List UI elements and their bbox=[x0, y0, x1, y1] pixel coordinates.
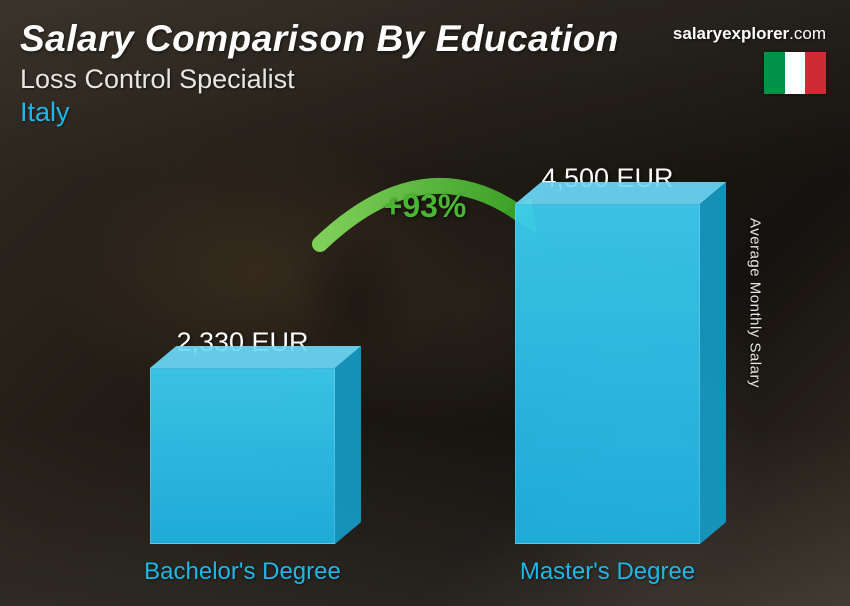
bar-group: 2,330 EUR bbox=[150, 327, 335, 544]
category-label: Master's Degree bbox=[485, 558, 730, 586]
category-labels-row: Bachelor's Degree Master's Degree bbox=[60, 558, 790, 586]
content-container: Salary Comparison By Education Loss Cont… bbox=[0, 0, 850, 606]
bar-3d bbox=[515, 204, 700, 544]
watermark-suffix: .com bbox=[789, 24, 826, 43]
watermark: salaryexplorer.com bbox=[673, 24, 826, 44]
category-label: Bachelor's Degree bbox=[120, 558, 365, 586]
bar-group: 4,500 EUR bbox=[515, 163, 700, 544]
flag-stripe-white bbox=[785, 52, 806, 94]
header: Salary Comparison By Education Loss Cont… bbox=[20, 18, 830, 128]
flag-stripe-green bbox=[764, 52, 785, 94]
country-label: Italy bbox=[20, 97, 830, 128]
bars-row: 2,330 EUR4,500 EUR bbox=[60, 184, 790, 544]
italy-flag-icon bbox=[764, 52, 826, 94]
chart-area: +93% 2,330 EUR4,500 EUR Bachelor's Degre… bbox=[60, 166, 790, 586]
watermark-brand: salaryexplorer bbox=[673, 24, 789, 43]
flag-stripe-red bbox=[805, 52, 826, 94]
bar-3d bbox=[150, 368, 335, 544]
job-subtitle: Loss Control Specialist bbox=[20, 64, 830, 95]
